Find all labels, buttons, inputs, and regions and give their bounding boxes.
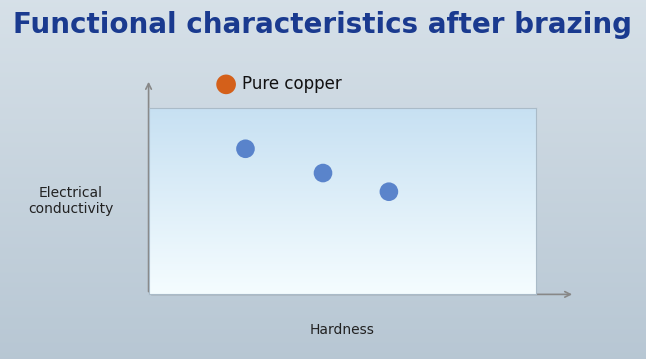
Text: Hardness: Hardness	[310, 323, 375, 337]
Point	[240, 146, 251, 151]
Point	[221, 81, 231, 87]
Text: Pure copper: Pure copper	[242, 75, 342, 93]
Text: Functional characteristics after brazing: Functional characteristics after brazing	[13, 11, 632, 39]
Point	[384, 189, 394, 195]
Point	[318, 170, 328, 176]
Text: Electrical
conductivity: Electrical conductivity	[28, 186, 114, 216]
